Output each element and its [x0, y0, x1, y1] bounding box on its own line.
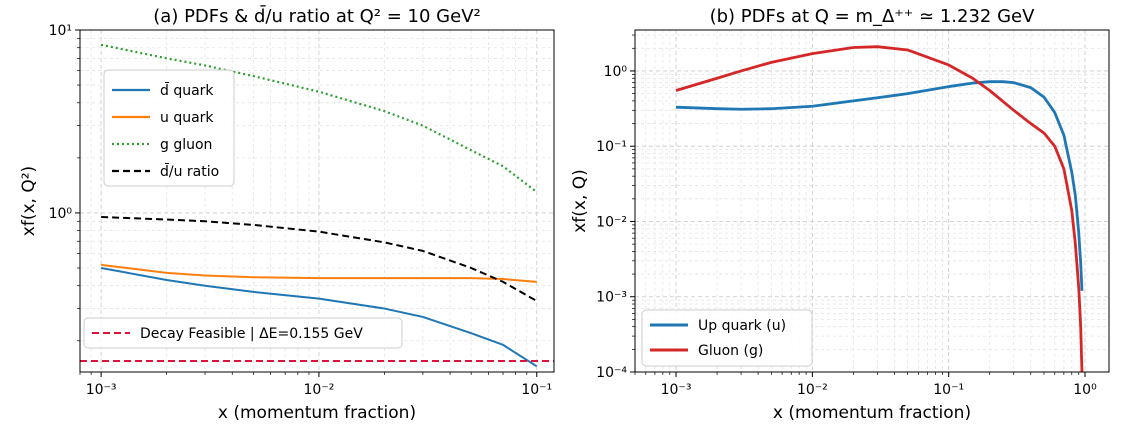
panel-a-legend-decay: Decay Feasible | ΔE=0.155 GeV [83, 317, 403, 349]
legend-a-label-dbar: d̄ quark [160, 81, 214, 99]
x-tick-label: 10⁻² [304, 382, 335, 398]
y-tick-label: 10⁻³ [596, 290, 627, 306]
series-line-a-2 [100, 43, 538, 193]
y-tick-label: 10⁻² [596, 214, 627, 230]
legend-a-label-ratio: d̄/u ratio [160, 162, 219, 180]
y-tick-label: 10⁻¹ [596, 139, 627, 155]
panel-b-lines [675, 45, 1084, 372]
x-tick-label: 10⁻¹ [933, 382, 964, 398]
x-tick-label: 10⁻³ [86, 382, 117, 398]
x-tick-label: 10⁻² [797, 382, 828, 398]
panel-a-title: (a) PDFs & d̄/u ratio at Q² = 10 GeV² [153, 5, 480, 27]
legend-b-label-up: Up quark (u) [698, 318, 786, 334]
panel-b: 10⁻³ 10⁻² 10⁻¹ 10⁰ 10⁻⁴ 10⁻³ 10⁻² 10⁻¹ 10⁰ (b) P… [570, 6, 1110, 423]
panel-a: 10⁻³ 10⁻² 10⁻¹ 10⁰ 10¹ (a) PDFs & d̄/u ratio… [19, 5, 555, 423]
y-tick-label: 10⁰ [49, 206, 73, 222]
x-tick-label: 10⁻³ [661, 382, 692, 398]
series-line-a-0 [100, 266, 538, 368]
panel-a-legend: d̄ quark u quark g gluon d̄/u ratio [103, 69, 235, 187]
series-line-a-1 [100, 263, 537, 283]
y-tick-label: 10¹ [49, 23, 72, 39]
legend-a-label-u: u quark [160, 110, 214, 126]
panel-a-lines [80, 43, 554, 368]
legend-a-label-g: g gluon [160, 137, 212, 153]
series-line-b-1 [675, 45, 1084, 372]
series-line-b-0 [675, 80, 1084, 291]
panel-b-ylabel: xf(x, Q) [570, 169, 590, 233]
panel-b-grid [634, 30, 1109, 373]
panel-a-xlabel: x (momentum fraction) [218, 403, 416, 423]
panel-a-ylabel: xf(x, Q²) [19, 166, 39, 236]
panel-b-xlabel: x (momentum fraction) [773, 403, 971, 423]
panel-a-frame [79, 29, 555, 373]
legend-b-label-gluon: Gluon (g) [698, 343, 763, 359]
panel-b-title: (b) PDFs at Q = m_Δ⁺⁺ ≃ 1.232 GeV [710, 6, 1036, 27]
panel-a-ticks: 10⁻³ 10⁻² 10⁻¹ 10⁰ 10¹ [49, 23, 553, 398]
legend-a-label-decay: Decay Feasible | ΔE=0.155 GeV [140, 326, 363, 342]
y-tick-label: 10⁻⁴ [596, 365, 627, 381]
x-tick-label: 10⁻¹ [521, 382, 552, 398]
panel-a-legend-decay-box [83, 317, 403, 349]
x-tick-label: 10⁰ [1073, 382, 1097, 398]
panel-a-legend-box [103, 69, 235, 187]
panel-b-frame [634, 29, 1110, 373]
y-tick-label: 10⁰ [604, 64, 628, 80]
panel-b-legend: Up quark (u) Gluon (g) [641, 309, 813, 367]
